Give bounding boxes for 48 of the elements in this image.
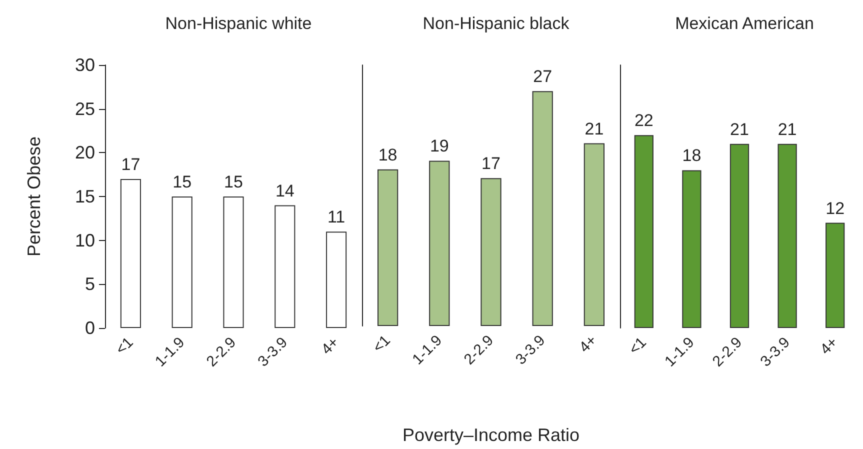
bar	[480, 178, 502, 326]
data-label: 15	[224, 172, 243, 192]
bar	[377, 169, 398, 326]
data-label: 14	[275, 181, 294, 200]
y-tick-label: 0	[84, 318, 95, 338]
bar	[326, 232, 347, 328]
x-tick-label: 4+	[318, 334, 342, 358]
data-label: 12	[826, 198, 845, 218]
bar	[634, 135, 654, 328]
x-tick-label: <1	[112, 334, 137, 358]
data-label: 21	[778, 120, 797, 139]
bar	[826, 222, 845, 328]
data-label: 17	[482, 154, 500, 174]
chart-title: Non-Hispanic white	[165, 14, 312, 33]
y-tick-label: 15	[74, 186, 95, 206]
data-label: 27	[533, 67, 552, 86]
bar	[274, 205, 296, 328]
y-tick-label: 5	[84, 274, 95, 294]
x-axis-title: Poverty–Income Ratio	[402, 425, 580, 445]
data-label: 21	[584, 119, 604, 138]
data-label: 18	[378, 145, 398, 164]
chart-title: Non-Hispanic black	[422, 14, 570, 33]
bar	[120, 178, 141, 328]
bar	[682, 170, 702, 328]
bar	[730, 144, 750, 328]
data-label: 19	[430, 136, 449, 156]
y-tick-label: 10	[74, 230, 95, 250]
y-tick-label: 30	[74, 55, 95, 75]
data-label: 15	[172, 172, 192, 192]
data-label: 11	[327, 208, 346, 227]
x-tick-label: 4+	[576, 332, 600, 356]
y-tick-label: 20	[74, 142, 95, 163]
data-label: 22	[634, 111, 654, 130]
y-axis-title: Percent Obese	[24, 136, 44, 257]
x-tick-label: 4+	[817, 334, 842, 358]
x-tick-label: <1	[370, 332, 394, 356]
chart-title: Mexican American	[675, 14, 814, 33]
data-label: 18	[682, 146, 702, 166]
bar	[532, 91, 553, 326]
bar	[584, 143, 605, 326]
x-tick-label: <1	[626, 334, 650, 358]
data-label: 17	[121, 154, 140, 174]
bar	[223, 196, 244, 328]
data-label: 21	[730, 120, 749, 139]
bar	[778, 144, 797, 328]
y-tick-label: 25	[74, 98, 95, 119]
bar	[429, 160, 450, 326]
bar	[172, 196, 192, 328]
